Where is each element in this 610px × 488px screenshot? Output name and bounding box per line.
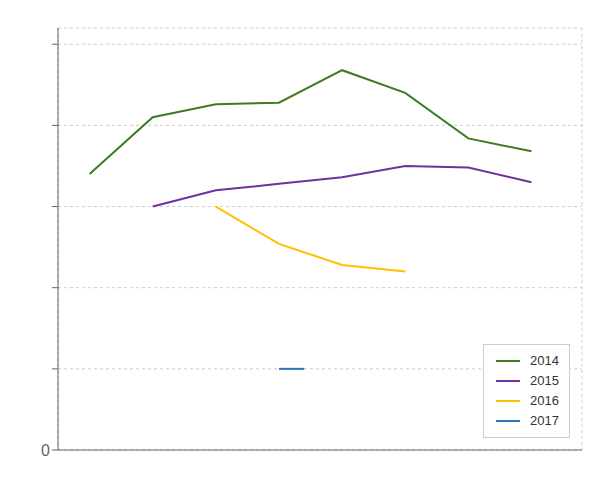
html-text:2016: 2016 <box>530 393 559 408</box>
svg-text:0: 0 <box>41 442 50 459</box>
html-text:2014: 2014 <box>530 353 559 368</box>
html-text:2017: 2017 <box>530 413 559 428</box>
html-text:2015: 2015 <box>530 373 559 388</box>
